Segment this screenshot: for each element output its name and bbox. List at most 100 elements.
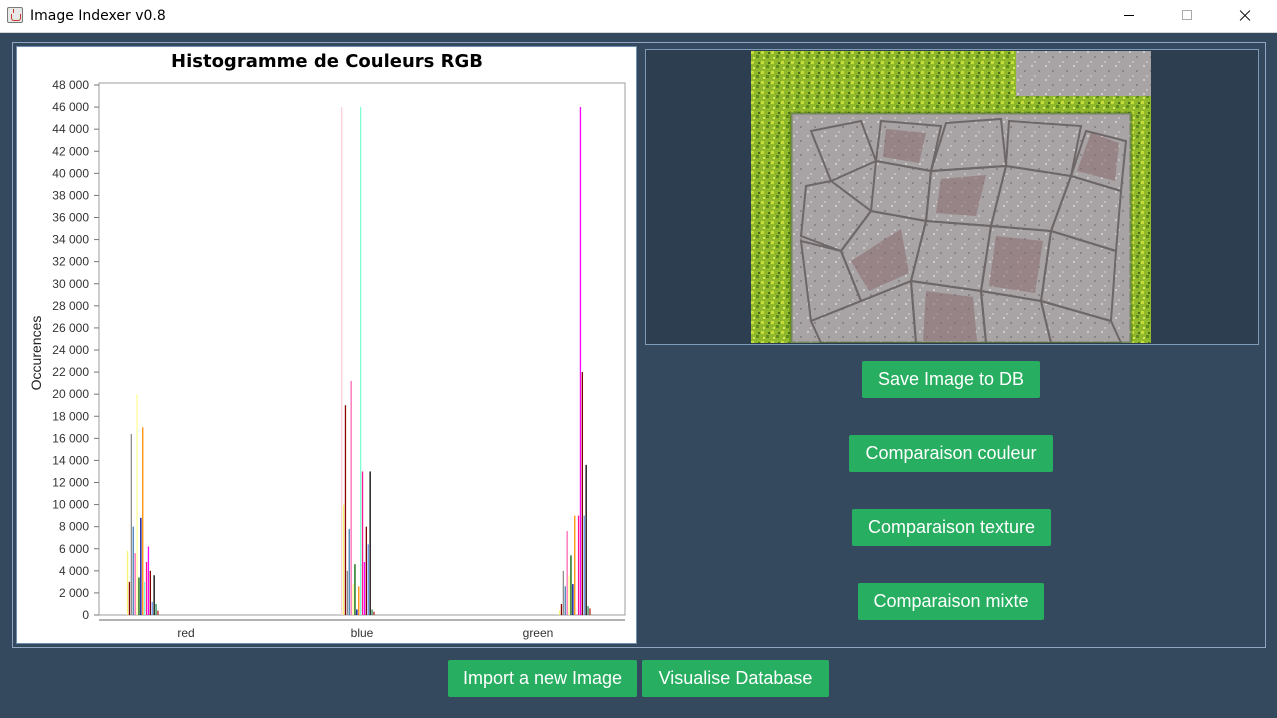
histogram-bar bbox=[568, 575, 570, 615]
y-tick-label: 42 000 bbox=[52, 144, 89, 158]
title-bar: Image Indexer v0.8 bbox=[0, 0, 1277, 33]
histogram-bar bbox=[138, 577, 140, 615]
histogram-bar bbox=[562, 570, 564, 615]
content-frame bbox=[12, 42, 1266, 648]
histogram-bar bbox=[144, 581, 146, 615]
histogram-bar bbox=[147, 546, 150, 615]
histogram-bars bbox=[126, 107, 591, 616]
import-image-button[interactable]: Import a new Image bbox=[448, 660, 637, 697]
y-tick-label: 44 000 bbox=[52, 122, 89, 136]
histogram-bar bbox=[134, 553, 136, 615]
compare-mixed-button[interactable]: Comparaison mixte bbox=[858, 583, 1044, 620]
histogram-bar bbox=[577, 515, 580, 615]
chart-title: Histogramme de Couleurs RGB bbox=[171, 51, 483, 72]
y-tick-label: 28 000 bbox=[52, 299, 89, 313]
compare-color-button[interactable]: Comparaison couleur bbox=[849, 435, 1053, 472]
y-tick-label: 30 000 bbox=[52, 277, 89, 291]
histogram-bar bbox=[358, 586, 360, 615]
compare-texture-button[interactable]: Comparaison texture bbox=[852, 509, 1051, 546]
y-tick-label: 48 000 bbox=[52, 78, 89, 92]
y-tick-label: 32 000 bbox=[52, 255, 89, 269]
histogram-bar bbox=[352, 584, 354, 615]
histogram-bar bbox=[140, 517, 142, 615]
histogram-bar bbox=[589, 608, 591, 615]
stone-texture-image bbox=[751, 51, 1151, 343]
y-tick-label: 6 000 bbox=[59, 542, 89, 556]
histogram-bar bbox=[558, 610, 561, 615]
histogram-bar bbox=[363, 562, 366, 615]
y-tick-label: 46 000 bbox=[52, 100, 89, 114]
histogram-bar bbox=[126, 550, 129, 615]
histogram-bar bbox=[132, 526, 134, 615]
y-tick-label: 4 000 bbox=[59, 564, 89, 578]
histogram-bar bbox=[342, 504, 345, 615]
y-tick-label: 8 000 bbox=[59, 520, 89, 534]
histogram-bar bbox=[371, 609, 373, 615]
y-tick-label: 22 000 bbox=[52, 365, 89, 379]
histogram-bar bbox=[585, 464, 587, 615]
image-preview-frame bbox=[645, 49, 1259, 345]
x-tick-label: red bbox=[177, 626, 194, 640]
histogram-bar bbox=[344, 405, 347, 615]
histogram-bar bbox=[583, 515, 585, 615]
histogram-bar bbox=[373, 611, 375, 615]
y-tick-label: 2 000 bbox=[59, 586, 89, 600]
java-app-icon bbox=[7, 7, 23, 23]
y-tick-label: 26 000 bbox=[52, 321, 89, 335]
histogram-bar bbox=[581, 372, 583, 615]
histogram-bar bbox=[153, 575, 155, 615]
visualise-database-button[interactable]: Visualise Database bbox=[642, 660, 829, 697]
histogram-bar bbox=[572, 584, 574, 615]
y-tick-label: 14 000 bbox=[52, 453, 89, 467]
histogram-bar bbox=[356, 609, 358, 615]
y-tick-label: 34 000 bbox=[52, 233, 89, 247]
histogram-bar bbox=[560, 603, 563, 615]
histogram-chart: Histogramme de Couleurs RGB Occurences 0… bbox=[28, 51, 626, 640]
y-axis-label: Occurences bbox=[28, 316, 44, 391]
y-tick-label: 24 000 bbox=[52, 343, 89, 357]
y-tick-label: 16 000 bbox=[52, 431, 89, 445]
histogram-bar bbox=[360, 107, 362, 616]
histogram-bar bbox=[570, 555, 572, 615]
y-tick-label: 36 000 bbox=[52, 211, 89, 225]
histogram-bar bbox=[564, 586, 566, 615]
histogram-bar bbox=[566, 531, 568, 615]
histogram-bar bbox=[365, 526, 367, 615]
histogram-bar bbox=[361, 471, 364, 615]
y-tick-label: 0 bbox=[82, 608, 89, 622]
histogram-bar bbox=[574, 515, 576, 615]
histogram-bar bbox=[130, 433, 132, 615]
histogram-bar bbox=[348, 528, 350, 615]
histogram-bar bbox=[128, 581, 131, 615]
minimize-icon[interactable] bbox=[1100, 0, 1158, 32]
maximize-icon[interactable] bbox=[1158, 0, 1216, 32]
histogram-bar bbox=[157, 610, 159, 615]
save-image-button[interactable]: Save Image to DB bbox=[862, 361, 1040, 398]
x-tick-label: green bbox=[523, 626, 554, 640]
close-icon[interactable] bbox=[1216, 0, 1274, 32]
histogram-bar bbox=[341, 107, 343, 616]
histogram-bar bbox=[350, 380, 352, 615]
y-tick-label: 38 000 bbox=[52, 188, 89, 202]
histogram-bar bbox=[587, 606, 589, 615]
histogram-bar bbox=[151, 601, 153, 615]
histogram-bar bbox=[145, 562, 148, 615]
histogram-bar bbox=[367, 544, 369, 615]
histogram-bar bbox=[369, 471, 371, 615]
histogram-bar bbox=[136, 394, 138, 615]
histogram-bar bbox=[346, 570, 348, 615]
histogram-bar bbox=[354, 564, 356, 615]
histogram-bar bbox=[142, 427, 144, 615]
x-axis-ticks: red blue green bbox=[177, 626, 553, 640]
histogram-panel: Histogramme de Couleurs RGB Occurences 0… bbox=[16, 46, 637, 644]
y-tick-label: 40 000 bbox=[52, 166, 89, 180]
y-tick-label: 18 000 bbox=[52, 409, 89, 423]
y-tick-label: 10 000 bbox=[52, 498, 89, 512]
x-tick-label: blue bbox=[351, 626, 374, 640]
window-title: Image Indexer v0.8 bbox=[30, 8, 166, 24]
y-tick-label: 20 000 bbox=[52, 387, 89, 401]
histogram-bar bbox=[579, 107, 582, 616]
histogram-bar bbox=[155, 603, 157, 615]
y-tick-label: 12 000 bbox=[52, 476, 89, 490]
y-axis-ticks: 0 2 000 4 000 6 000 8 000 10 000 12 000 14 000 1… bbox=[52, 78, 99, 622]
